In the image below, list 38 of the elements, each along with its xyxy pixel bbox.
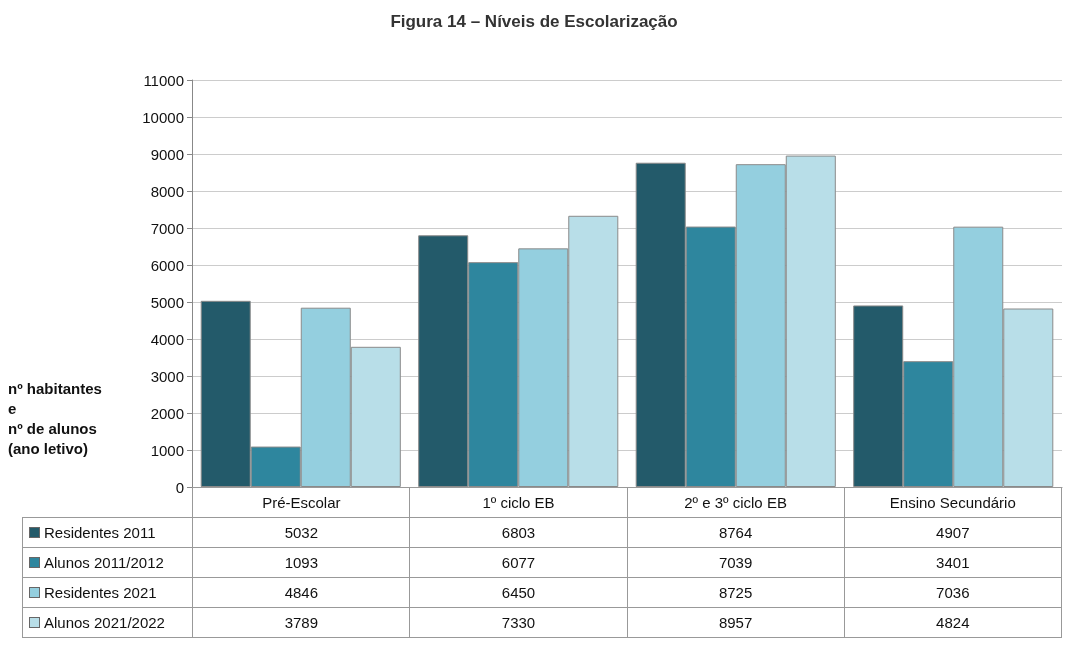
data-label: 7036 — [844, 577, 1062, 608]
y-tick-label: 0 — [175, 478, 184, 496]
data-label: 1093 — [192, 547, 410, 578]
y-tick-label: 6000 — [150, 256, 184, 274]
legend-label: Residentes 2021 — [22, 577, 193, 608]
data-label: 8725 — [627, 577, 845, 608]
data-label: 6450 — [409, 577, 628, 608]
y-tick-label: 11000 — [143, 71, 184, 89]
y-axis-title: nº habitantes e nº de alunos (ano letivo) — [8, 379, 102, 457]
y-tick-label: 7000 — [150, 219, 184, 237]
x-tick-label: Pré-Escolar — [192, 487, 410, 518]
data-label: 5032 — [192, 517, 410, 548]
data-label: 6803 — [409, 517, 628, 548]
x-tick-label: 1º ciclo EB — [409, 487, 628, 518]
x-tick-label: 2º e 3º ciclo EB — [627, 487, 845, 518]
y-tick-label: 3000 — [150, 367, 184, 385]
data-label: 8957 — [627, 607, 845, 638]
data-label: 4846 — [192, 577, 410, 608]
y-tick-label: 1000 — [150, 441, 184, 459]
data-label: 6077 — [409, 547, 628, 578]
data-label: 3401 — [844, 547, 1062, 578]
legend-label: Alunos 2011/2012 — [22, 547, 193, 578]
data-label: 8764 — [627, 517, 845, 548]
legend-label: Alunos 2021/2022 — [22, 607, 193, 638]
data-label: 4907 — [844, 517, 1062, 548]
data-label: 7039 — [627, 547, 845, 578]
x-tick-label: Ensino Secundário — [844, 487, 1062, 518]
y-tick-label: 9000 — [150, 145, 184, 163]
data-label: 7330 — [409, 607, 628, 638]
y-tick-label: 5000 — [150, 293, 184, 311]
y-tick-label: 8000 — [150, 182, 184, 200]
y-tick-label: 2000 — [150, 404, 184, 422]
data-label: 3789 — [192, 607, 410, 638]
chart-title: Figura 14 – Níveis de Escolarização — [390, 12, 678, 31]
legend-label: Residentes 2011 — [22, 517, 193, 548]
y-tick-label: 4000 — [150, 330, 184, 348]
y-tick-label: 10000 — [142, 108, 184, 126]
data-label: 4824 — [844, 607, 1062, 638]
